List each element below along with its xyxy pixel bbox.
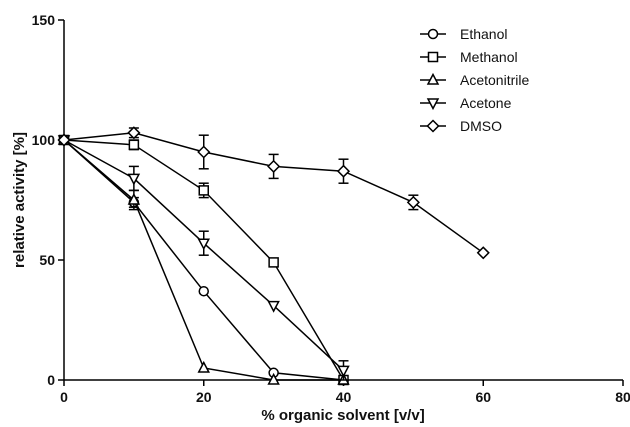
plot-area: 0 50 100 150 0 20 40 60 80	[32, 12, 630, 405]
legend-marker	[427, 28, 439, 40]
y-tick-label: 0	[47, 372, 55, 388]
data-point-dmso	[57, 133, 71, 147]
data-point-acetonitrile	[127, 192, 141, 205]
data-point-acetonitrile	[197, 360, 210, 373]
y-tick-label: 50	[39, 252, 55, 268]
data-point-dmso	[476, 246, 490, 260]
data-point-methanol	[268, 257, 279, 268]
legend-label: Methanol	[460, 49, 518, 65]
y-tick-label: 150	[32, 12, 56, 28]
x-tick-label: 80	[615, 389, 630, 405]
series-acetonitrile	[57, 132, 350, 385]
data-point-dmso	[127, 126, 141, 140]
y-tick-label: 100	[32, 132, 56, 148]
legend-item-dmso: DMSO	[420, 118, 502, 134]
legend-item-methanol: Methanol	[420, 49, 518, 65]
legend-label: Ethanol	[460, 26, 507, 42]
x-axis-label: % organic solvent [v/v]	[261, 407, 424, 424]
y-axis-label: relative activity [%]	[11, 132, 28, 268]
data-point-ethanol	[198, 285, 209, 297]
legend-marker	[426, 119, 440, 133]
legend-item-acetone: Acetone	[420, 95, 512, 111]
data-point-methanol	[198, 185, 209, 196]
data-point-dmso	[406, 195, 420, 209]
legend-marker	[426, 98, 440, 111]
legend-label: DMSO	[460, 118, 502, 134]
legend-marker	[427, 51, 439, 63]
data-point-acetone	[337, 365, 350, 378]
data-point-dmso	[267, 159, 281, 173]
x-tick-label: 0	[60, 389, 68, 405]
data-point-acetone	[267, 300, 280, 313]
data-point-acetone	[127, 173, 141, 186]
x-tick-label: 60	[475, 389, 491, 405]
x-tick-label: 40	[336, 389, 352, 405]
series-dmso	[57, 126, 490, 260]
data-point-acetonitrile	[267, 372, 280, 385]
series-line-dmso	[63, 132, 484, 254]
legend-item-ethanol: Ethanol	[420, 26, 507, 42]
series-line-acetonitrile	[63, 139, 344, 381]
x-tick-label: 20	[196, 389, 212, 405]
legend-marker	[426, 72, 440, 85]
data-point-methanol	[128, 139, 140, 151]
data-point-acetone	[197, 238, 210, 251]
data-point-dmso	[336, 164, 351, 178]
data-point-dmso	[197, 145, 211, 159]
legend-item-acetonitrile: Acetonitrile	[420, 72, 529, 88]
legend: Ethanol Methanol Acetonitrile Acetone DMSO	[420, 26, 529, 134]
legend-label: Acetonitrile	[460, 72, 529, 88]
legend-label: Acetone	[460, 95, 512, 111]
